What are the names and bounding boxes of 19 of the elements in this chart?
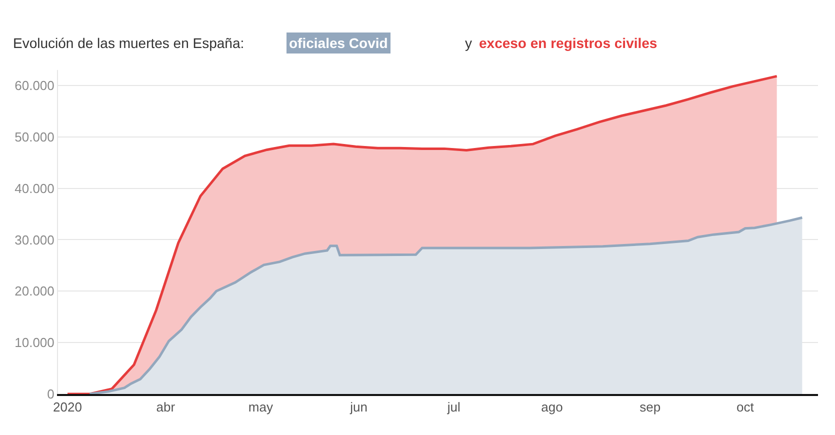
y-tick-label: 40.000: [14, 180, 54, 196]
y-tick-label: 50.000: [14, 129, 54, 144]
y-tick-label: 20.000: [14, 284, 54, 299]
x-tick-label: sep: [640, 399, 661, 414]
x-tick-label: oct: [736, 399, 754, 414]
x-tick-label: ago: [541, 399, 563, 414]
x-tick-label: 2020: [53, 399, 82, 414]
chart-title: Evolución de las muertes en España:: [13, 35, 244, 51]
x-tick-label: jun: [349, 399, 368, 414]
y-tick-label: 10.000: [14, 335, 54, 350]
y-tick-label: 0: [47, 386, 54, 402]
text: y: [465, 35, 472, 51]
y-tick-label: 60.000: [14, 78, 54, 93]
x-tick-label: abr: [156, 399, 176, 414]
text: oficiales Covid: [289, 35, 388, 51]
x-tick-label: may: [248, 399, 274, 414]
text: exceso en registros civiles: [479, 35, 658, 51]
y-tick-label: 30.000: [14, 232, 54, 248]
x-tick-label: jul: [446, 399, 460, 414]
